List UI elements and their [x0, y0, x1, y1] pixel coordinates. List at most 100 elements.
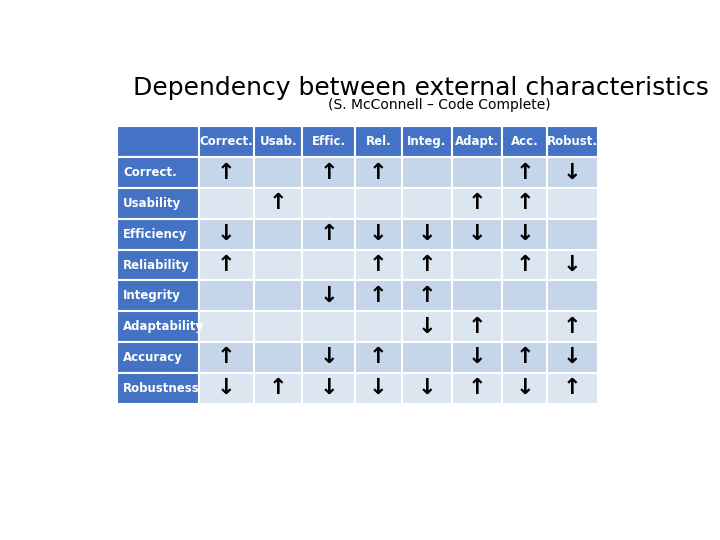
Text: ↑: ↑: [563, 316, 582, 336]
Text: ↑: ↑: [320, 224, 338, 244]
Text: ↓: ↓: [418, 316, 436, 336]
Text: ↓: ↓: [468, 347, 487, 367]
Bar: [199, 311, 254, 342]
Text: ↑: ↑: [468, 193, 487, 213]
Bar: [302, 219, 355, 249]
Bar: [254, 373, 302, 403]
Text: Integrity: Integrity: [123, 289, 181, 302]
Bar: [547, 280, 598, 311]
Text: Robust.: Robust.: [547, 136, 598, 148]
Text: ↑: ↑: [418, 286, 436, 306]
Bar: [355, 311, 402, 342]
Text: ↑: ↑: [516, 255, 534, 275]
Text: ↓: ↓: [418, 378, 436, 398]
Bar: [402, 188, 452, 219]
Text: ↓: ↓: [468, 224, 487, 244]
Bar: [452, 249, 503, 280]
Bar: [402, 219, 452, 249]
Bar: [254, 342, 302, 373]
Bar: [355, 280, 402, 311]
Text: ↓: ↓: [516, 378, 534, 398]
Text: ↑: ↑: [369, 255, 387, 275]
Bar: [452, 157, 503, 188]
Bar: [547, 126, 598, 157]
Bar: [452, 126, 503, 157]
Text: ↓: ↓: [369, 224, 387, 244]
Bar: [452, 280, 503, 311]
Bar: [355, 157, 402, 188]
Bar: [117, 311, 199, 342]
Text: Accuracy: Accuracy: [123, 351, 183, 364]
Bar: [547, 157, 598, 188]
Text: Adapt.: Adapt.: [455, 136, 499, 148]
Bar: [117, 373, 199, 403]
Bar: [402, 157, 452, 188]
Bar: [302, 157, 355, 188]
Text: Usability: Usability: [123, 197, 181, 210]
Text: ↑: ↑: [217, 163, 235, 183]
Text: ↑: ↑: [369, 347, 387, 367]
Bar: [199, 249, 254, 280]
Text: Rel.: Rel.: [366, 136, 391, 148]
Text: ↓: ↓: [320, 378, 338, 398]
Bar: [199, 342, 254, 373]
Bar: [117, 219, 199, 249]
Text: ↓: ↓: [320, 347, 338, 367]
Bar: [452, 373, 503, 403]
Text: ↑: ↑: [269, 193, 287, 213]
Text: ↑: ↑: [369, 163, 387, 183]
Text: Reliability: Reliability: [123, 259, 190, 272]
Bar: [547, 342, 598, 373]
Text: ↑: ↑: [516, 163, 534, 183]
Text: ↑: ↑: [516, 347, 534, 367]
Text: ↑: ↑: [468, 378, 487, 398]
Bar: [117, 157, 199, 188]
Text: Usab.: Usab.: [259, 136, 297, 148]
Bar: [402, 280, 452, 311]
Text: ↑: ↑: [320, 163, 338, 183]
Bar: [302, 249, 355, 280]
Text: ↑: ↑: [468, 316, 487, 336]
Text: Efficiency: Efficiency: [123, 228, 188, 241]
Bar: [254, 188, 302, 219]
Bar: [254, 249, 302, 280]
Text: ↑: ↑: [418, 255, 436, 275]
Text: ↓: ↓: [217, 224, 235, 244]
Bar: [117, 126, 199, 157]
Bar: [117, 342, 199, 373]
Bar: [302, 188, 355, 219]
Text: Acc.: Acc.: [511, 136, 539, 148]
Bar: [355, 249, 402, 280]
Bar: [452, 219, 503, 249]
Bar: [302, 280, 355, 311]
Bar: [355, 126, 402, 157]
Text: Correct.: Correct.: [199, 136, 253, 148]
Text: Correct.: Correct.: [123, 166, 177, 179]
Text: ↑: ↑: [563, 378, 582, 398]
Text: ↑: ↑: [369, 286, 387, 306]
Bar: [199, 219, 254, 249]
Bar: [402, 311, 452, 342]
Bar: [254, 280, 302, 311]
Bar: [254, 157, 302, 188]
Bar: [503, 342, 547, 373]
Text: Robustness: Robustness: [123, 382, 200, 395]
Bar: [199, 373, 254, 403]
Text: ↓: ↓: [418, 224, 436, 244]
Bar: [547, 311, 598, 342]
Bar: [199, 188, 254, 219]
Bar: [503, 311, 547, 342]
Bar: [355, 219, 402, 249]
Text: (S. McConnell – Code Complete): (S. McConnell – Code Complete): [328, 98, 551, 112]
Bar: [503, 219, 547, 249]
Bar: [452, 311, 503, 342]
Bar: [302, 126, 355, 157]
Text: ↓: ↓: [563, 255, 582, 275]
Bar: [402, 126, 452, 157]
Bar: [302, 311, 355, 342]
Bar: [254, 311, 302, 342]
Bar: [402, 249, 452, 280]
Bar: [503, 280, 547, 311]
Text: Adaptability: Adaptability: [123, 320, 204, 333]
Bar: [117, 188, 199, 219]
